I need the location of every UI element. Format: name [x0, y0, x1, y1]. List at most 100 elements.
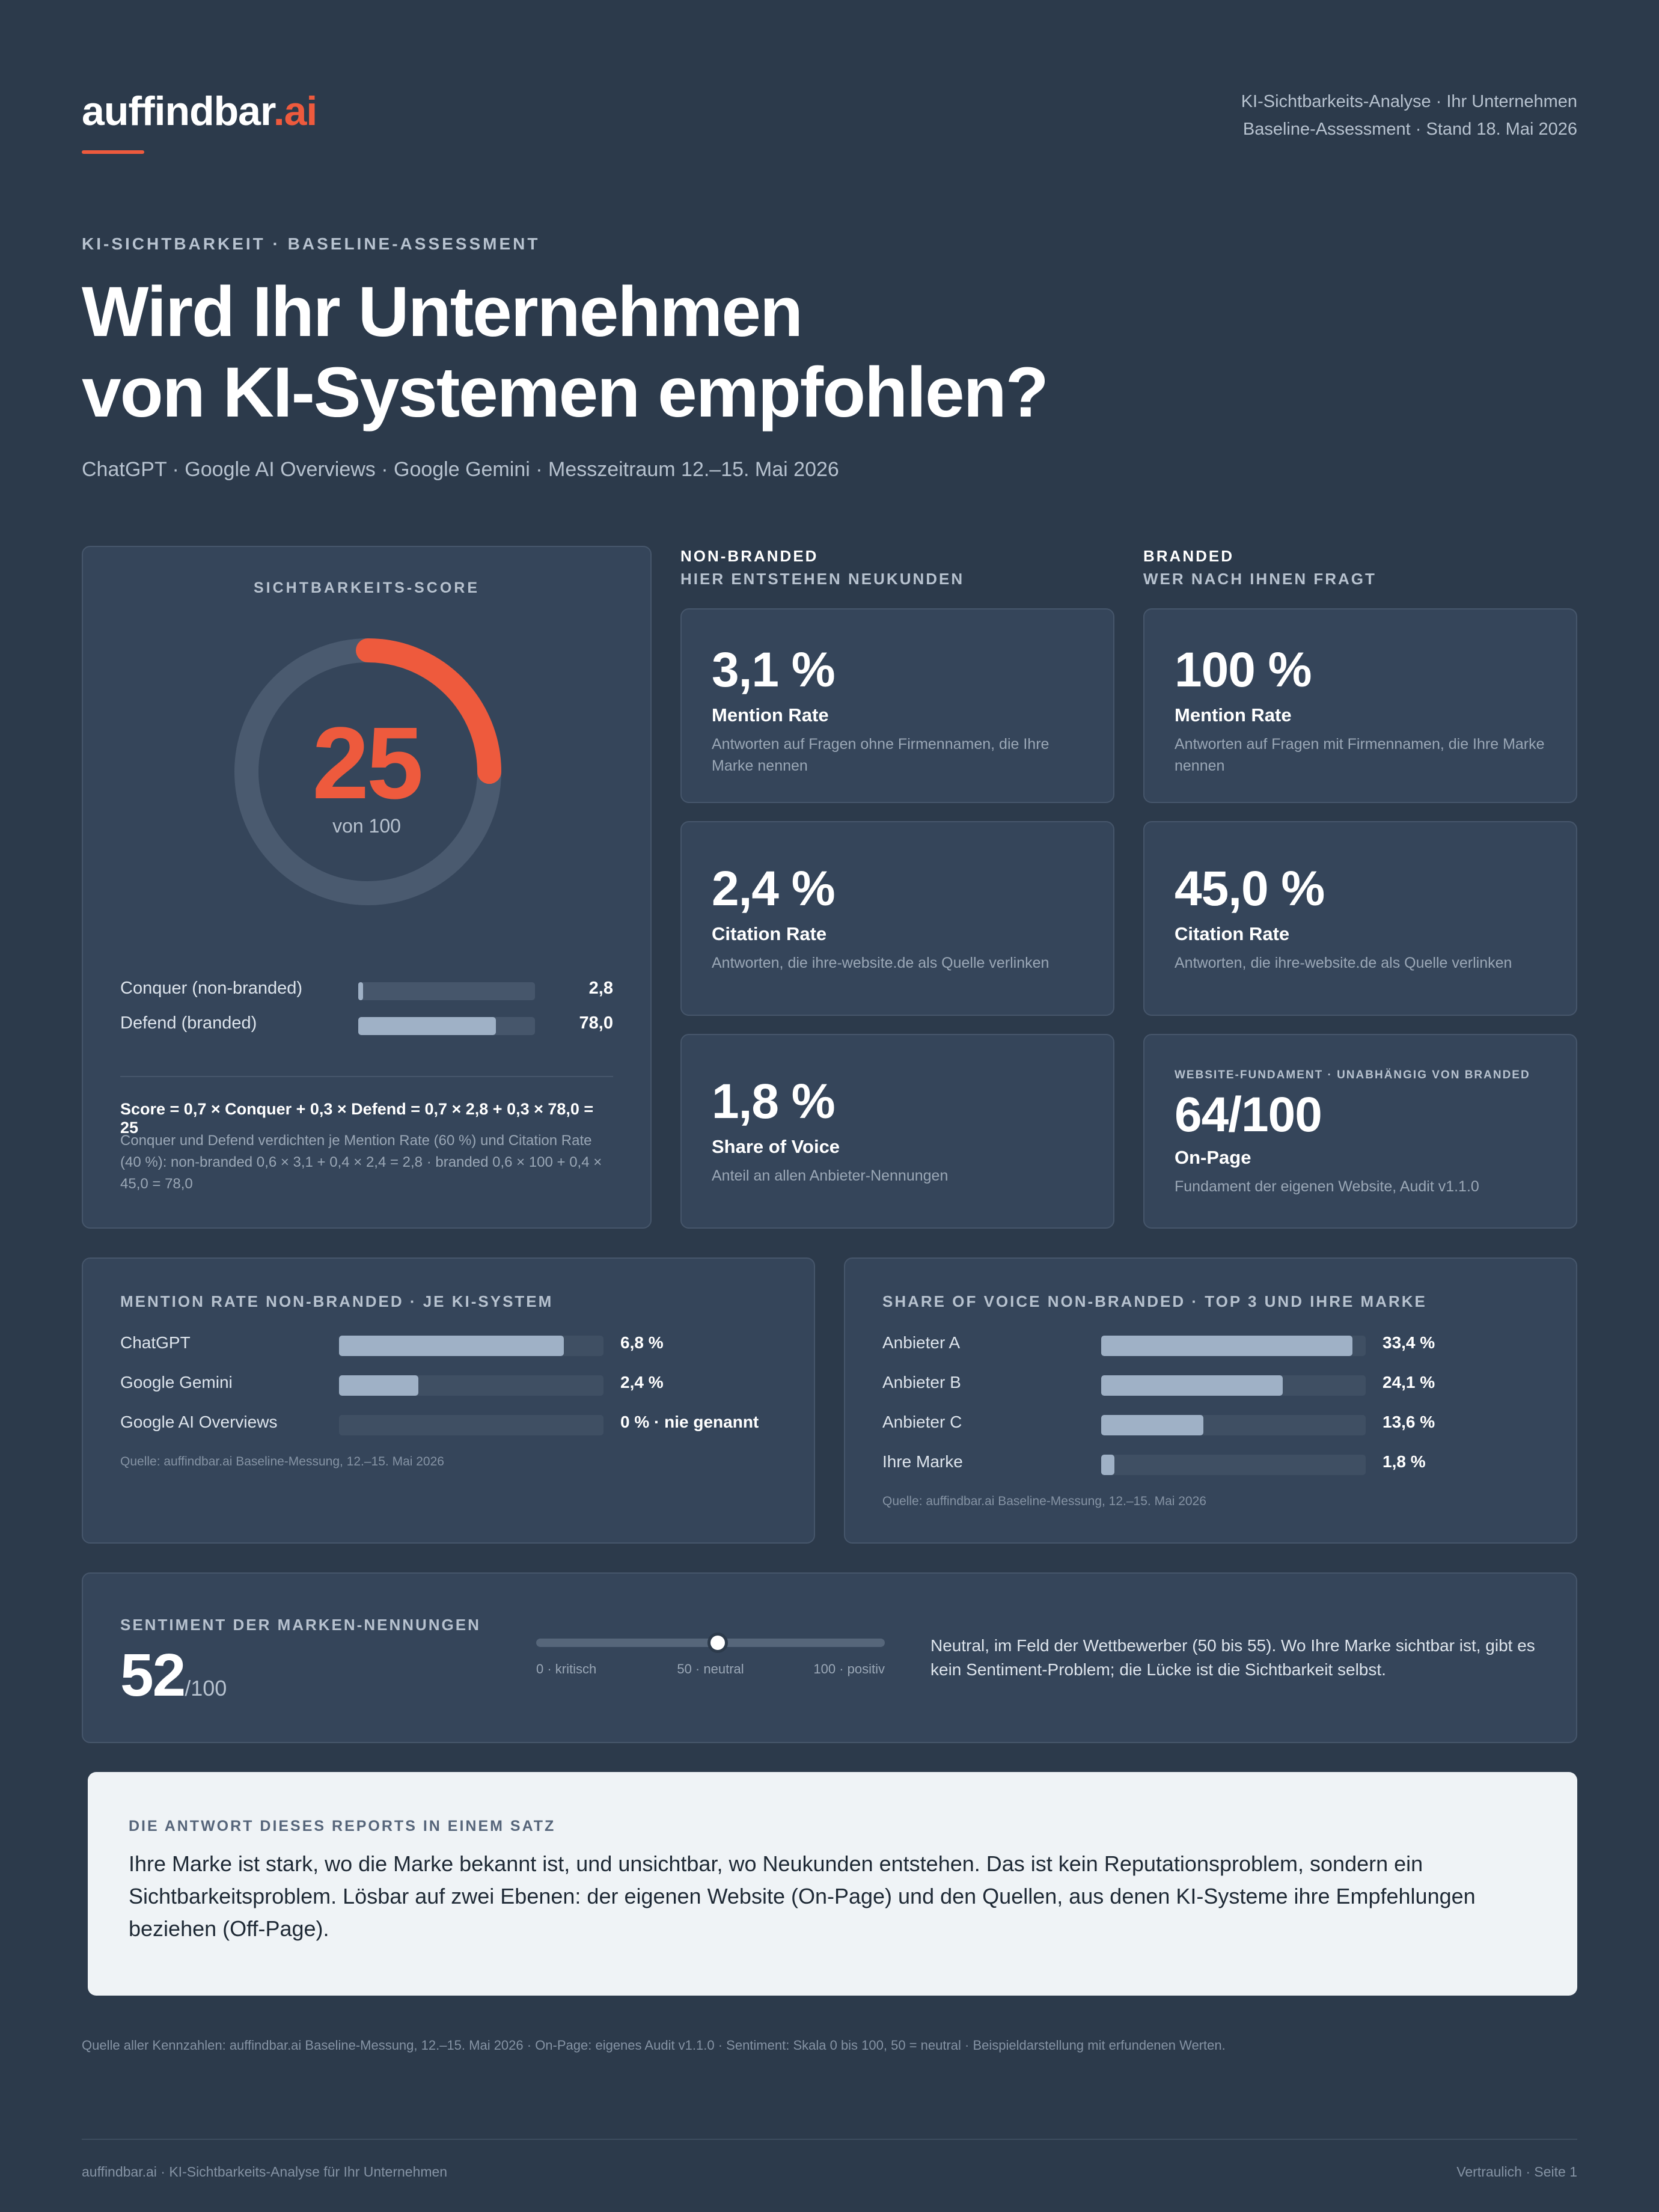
branded-header: BRANDED WER NACH IHNEN FRAGT — [1143, 545, 1376, 590]
headline-line-1: Wird Ihr Unternehmen — [82, 272, 803, 352]
sentiment-of: /100 — [185, 1676, 227, 1700]
sentiment-text: Neutral, im Feld der Wettbewerber (50 bi… — [930, 1636, 1535, 1679]
bar-label: Anbieter B — [882, 1373, 961, 1392]
score-bar-value: 78,0 — [579, 1013, 613, 1033]
bar-label: Anbieter A — [882, 1333, 961, 1352]
kpi-title: Citation Rate — [712, 923, 827, 944]
logo-main: auffindbar — [82, 88, 274, 134]
footer-right: Vertraulich · Seite 1 — [1456, 2164, 1577, 2180]
score-bar-value: 2,8 — [588, 979, 613, 998]
bar-fill — [1101, 1415, 1204, 1435]
bar-fill — [1101, 1336, 1352, 1356]
score-bar-defend: Defend (branded) 78,0 — [120, 1012, 613, 1036]
kpi-title: Citation Rate — [1175, 923, 1290, 944]
sentiment-value: 52/100 — [120, 1641, 227, 1710]
score-bar-fill — [358, 1017, 496, 1035]
score-card: SICHTBARKEITS-SCORE 25 von 100 Conquer (… — [82, 546, 652, 1229]
bar-label: Ihre Marke — [882, 1452, 963, 1471]
bar-row: ChatGPT 6,8 % — [120, 1332, 777, 1356]
kpi-value: 100 % — [1175, 643, 1312, 697]
score-bar-track — [358, 1017, 535, 1035]
source-note: Quelle: auffindbar.ai Baseline-Messung, … — [120, 1455, 444, 1468]
header-meta: KI-Sichtbarkeits-Analyse · Ihr Unternehm… — [1241, 88, 1577, 143]
hero-eyebrow: KI-SICHTBARKEIT · BASELINE-ASSESSMENT — [82, 234, 540, 253]
kpi-description: Fundament der eigenen Website, Audit v1.… — [1175, 1178, 1479, 1195]
score-formula-note: Conquer und Defend verdichten je Mention… — [120, 1132, 602, 1192]
branded-head-2: WER NACH IHNEN FRAGT — [1143, 570, 1376, 588]
kpi-title: On-Page — [1175, 1147, 1251, 1168]
bar-value: 2,4 % — [620, 1373, 664, 1392]
bar-label: ChatGPT — [120, 1333, 191, 1352]
logo: auffindbar.ai — [82, 88, 317, 135]
meta-line-1: KI-Sichtbarkeits-Analyse · Ihr Unternehm… — [1241, 92, 1577, 111]
kpi-value: 2,4 % — [712, 861, 836, 916]
sentiment-tick-low: 0 · kritisch — [536, 1661, 597, 1676]
sentiment-tick-mid: 50 · neutral — [677, 1661, 744, 1676]
kpi-description: Anteil an allen Anbieter-Nennungen — [712, 1167, 949, 1184]
hero-subline: ChatGPT · Google AI Overviews · Google G… — [82, 458, 839, 481]
bar-row: Anbieter C 13,6 % — [882, 1411, 1539, 1435]
sentiment-card: SENTIMENT DER MARKEN-NENNUNGEN 52/100 0 … — [82, 1572, 1577, 1743]
nonbranded-head-1: NON-BRANDED — [680, 547, 819, 565]
bar-fill — [339, 1336, 564, 1356]
bar-track — [339, 1415, 603, 1435]
bar-value: 0 % · nie genannt — [620, 1413, 759, 1431]
branded-head-1: BRANDED — [1143, 547, 1234, 565]
sentiment-number: 52 — [120, 1642, 186, 1709]
sentiment-tick-high: 100 · positiv — [813, 1661, 885, 1676]
bar-track — [339, 1336, 603, 1356]
bar-fill — [1101, 1455, 1115, 1475]
kpi-title: Share of Voice — [712, 1136, 840, 1157]
source-note: Quelle: auffindbar.ai Baseline-Messung, … — [882, 1494, 1206, 1508]
meta-line-2: Baseline-Assessment · Stand 18. Mai 2026 — [1242, 120, 1577, 139]
answer-box: DIE ANTWORT DIESES REPORTS IN EINEM SATZ… — [88, 1772, 1577, 1996]
kpi-value: 3,1 % — [712, 643, 836, 697]
score-of: von 100 — [332, 815, 401, 837]
footer-left: auffindbar.ai · KI-Sichtbarkeits-Analyse… — [82, 2164, 448, 2180]
sentiment-marker — [707, 1633, 728, 1653]
bar-row: Ihre Marke 1,8 % — [882, 1451, 1539, 1475]
kpi-card-branded-mention: 100 % Mention Rate Antworten auf Fragen … — [1143, 608, 1577, 803]
share-of-voice-card: SHARE OF VOICE NON-BRANDED · TOP 3 UND I… — [844, 1257, 1577, 1544]
footnote: Quelle aller Kennzahlen: auffindbar.ai B… — [82, 2038, 1226, 2053]
bar-value: 6,8 % — [620, 1333, 664, 1352]
bar-label: Google AI Overviews — [120, 1413, 278, 1431]
sentiment-title: SENTIMENT DER MARKEN-NENNUNGEN — [120, 1616, 481, 1634]
nonbranded-header: NON-BRANDED HIER ENTSTEHEN NEUKUNDEN — [680, 545, 964, 590]
bar-fill — [339, 1375, 418, 1396]
bar-track — [1101, 1415, 1366, 1435]
kpi-card-branded-citation: 45,0 % Citation Rate Antworten, die ihre… — [1143, 821, 1577, 1016]
bar-fill — [1101, 1375, 1283, 1396]
score-label: SICHTBARKEITS-SCORE — [253, 579, 480, 596]
kpi-description: Antworten auf Fragen ohne Firmennamen, d… — [712, 736, 1049, 774]
kpi-card-onpage: WEBSITE-FUNDAMENT · UNABHÄNGIG VON BRAND… — [1143, 1034, 1577, 1229]
kpi-title: Mention Rate — [1175, 704, 1292, 726]
bar-track — [1101, 1455, 1366, 1475]
score-gauge — [234, 638, 501, 905]
bar-value: 13,6 % — [1382, 1413, 1435, 1431]
bar-value: 24,1 % — [1382, 1373, 1435, 1392]
bar-label: Google Gemini — [120, 1373, 233, 1392]
bar-value: 1,8 % — [1382, 1452, 1426, 1471]
logo-underline — [82, 150, 144, 154]
bar-track — [1101, 1375, 1366, 1396]
kpi-description: Antworten, die ihre-website.de als Quell… — [1175, 955, 1512, 971]
mention-by-system-title: MENTION RATE NON-BRANDED · JE KI-SYSTEM — [120, 1292, 554, 1310]
bar-track — [339, 1375, 603, 1396]
answer-text: Ihre Marke ist stark, wo die Marke bekan… — [129, 1851, 1476, 1941]
bar-row: Anbieter B 24,1 % — [882, 1372, 1539, 1396]
score-divider — [120, 1076, 613, 1077]
bar-row: Google AI Overviews 0 % · nie genannt — [120, 1411, 777, 1435]
nonbranded-head-2: HIER ENTSTEHEN NEUKUNDEN — [680, 570, 965, 588]
gauge-arc — [234, 638, 501, 905]
score-formula: Score = 0,7 × Conquer + 0,3 × Defend = 0… — [120, 1100, 594, 1137]
bar-label: Anbieter C — [882, 1413, 962, 1431]
answer-title: DIE ANTWORT DIESES REPORTS IN EINEM SATZ — [129, 1818, 556, 1835]
logo-accent: .ai — [273, 88, 318, 134]
sentiment-scale — [536, 1633, 885, 1653]
score-bar-track — [358, 982, 535, 1000]
score-bar-label: Conquer (non-branded) — [120, 979, 303, 998]
page-title: Wird Ihr Unternehmen von KI-Systemen emp… — [82, 272, 1049, 433]
kpi-description: Antworten, die ihre-website.de als Quell… — [712, 955, 1049, 971]
kpi-title: Mention Rate — [712, 704, 829, 726]
